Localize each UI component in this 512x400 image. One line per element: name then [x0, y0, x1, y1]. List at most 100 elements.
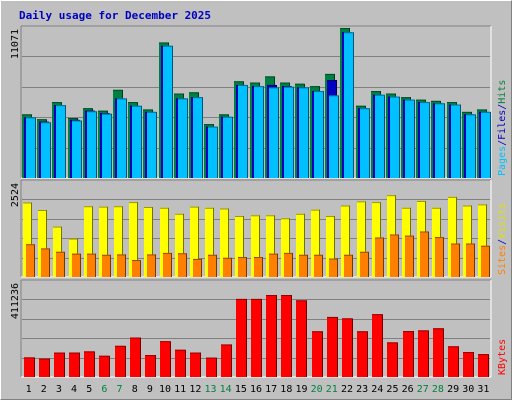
bar-sites-4 — [72, 253, 80, 277]
bar-sites-9 — [147, 254, 155, 277]
bar-kbytes-31 — [478, 354, 488, 377]
x-tick-label: 24 — [371, 384, 383, 395]
bar-pages-1 — [26, 117, 35, 178]
bar-pages-5 — [87, 111, 96, 178]
x-tick-label: 23 — [356, 384, 368, 395]
bar-kbytes-30 — [463, 352, 473, 377]
bar-pages-16 — [254, 86, 263, 178]
bar-visits-13 — [205, 207, 213, 277]
x-tick-label: 21 — [326, 384, 338, 395]
x-tick-label: 20 — [311, 384, 323, 395]
bar-sites-11 — [178, 253, 186, 277]
bar-sites-18 — [284, 252, 292, 277]
bar-visits-23 — [357, 201, 365, 277]
bar-sites-27 — [420, 231, 428, 277]
bar-visits-9 — [144, 206, 152, 277]
bar-pages-11 — [178, 98, 187, 178]
ymax-label-kbytes: 411236 — [10, 283, 21, 319]
legend-hits-files-pages: Pages/Files/Hits — [497, 80, 508, 176]
bar-visits-7 — [114, 206, 122, 277]
bar-visits-18 — [281, 218, 289, 277]
bar-sites-21 — [329, 258, 337, 277]
bar-sites-31 — [481, 245, 489, 277]
bar-kbytes-5 — [84, 351, 94, 377]
bar-sites-15 — [238, 257, 246, 277]
bar-visits-6 — [99, 206, 107, 277]
x-tick-label: 7 — [117, 384, 123, 395]
bar-kbytes-1 — [24, 357, 34, 377]
bar-visits-14 — [220, 208, 228, 277]
bar-pages-26 — [405, 99, 414, 178]
bar-pages-21 — [329, 95, 338, 178]
bar-kbytes-14 — [221, 344, 231, 377]
bar-sites-6 — [102, 254, 110, 277]
x-tick-label: 25 — [386, 384, 398, 395]
legend-item: Hits — [497, 80, 508, 104]
x-tick-label: 31 — [477, 384, 489, 395]
bar-sites-13 — [208, 254, 216, 277]
bar-pages-23 — [360, 108, 369, 178]
bar-sites-29 — [451, 243, 459, 277]
bar-pages-25 — [390, 96, 399, 178]
bar-sites-16 — [254, 257, 262, 277]
bar-kbytes-11 — [175, 349, 185, 377]
legend-item: / — [497, 104, 508, 110]
x-tick-label: 28 — [432, 384, 444, 395]
bar-visits-29 — [448, 196, 456, 277]
x-tick-label: 29 — [447, 384, 459, 395]
x-tick-label: 22 — [341, 384, 353, 395]
x-tick-label: 3 — [56, 384, 62, 395]
bar-pages-2 — [41, 122, 50, 178]
bar-pages-8 — [132, 105, 141, 178]
bar-pages-18 — [284, 86, 293, 178]
x-tick-label: 12 — [189, 384, 201, 395]
bar-kbytes-25 — [387, 342, 397, 377]
x-tick-label: 19 — [295, 384, 307, 395]
x-tick-label: 1 — [26, 384, 32, 395]
bar-kbytes-23 — [357, 331, 367, 377]
bar-visits-10 — [160, 207, 168, 277]
bar-pages-19 — [299, 87, 308, 178]
x-tick-label: 11 — [174, 384, 186, 395]
legend-item: Visits — [497, 203, 508, 239]
bar-kbytes-26 — [403, 331, 413, 377]
ymax-label-visits-sites: 2524 — [10, 183, 21, 207]
bar-pages-28 — [435, 103, 444, 178]
bar-pages-13 — [208, 126, 217, 178]
bar-visits-16 — [251, 215, 259, 277]
legend-item: Sites — [497, 245, 508, 275]
bar-visits-2 — [38, 210, 46, 277]
bar-kbytes-28 — [433, 328, 443, 377]
legend-item: Files — [497, 110, 508, 140]
x-tick-label: 26 — [402, 384, 414, 395]
bar-pages-7 — [117, 98, 126, 178]
x-tick-label: 30 — [462, 384, 474, 395]
bar-pages-15 — [238, 84, 247, 178]
bar-pages-22 — [344, 32, 353, 179]
bar-sites-8 — [132, 260, 140, 277]
x-tick-label: 17 — [265, 384, 277, 395]
bar-kbytes-21 — [327, 316, 337, 377]
x-tick-label: 18 — [280, 384, 292, 395]
bar-kbytes-3 — [54, 352, 64, 377]
bar-visits-21 — [326, 216, 334, 277]
bar-pages-30 — [466, 114, 475, 178]
bar-kbytes-7 — [115, 345, 125, 377]
bar-sites-7 — [117, 254, 125, 277]
bar-visits-30 — [463, 205, 471, 277]
bar-sites-12 — [193, 258, 201, 277]
bar-pages-14 — [223, 116, 232, 178]
bar-pages-29 — [451, 104, 460, 178]
bar-kbytes-2 — [39, 358, 49, 377]
bar-kbytes-17 — [266, 294, 276, 377]
bar-visits-11 — [175, 213, 183, 277]
x-tick-label: 2 — [41, 384, 47, 395]
bar-pages-9 — [147, 111, 156, 178]
bar-sites-28 — [435, 237, 443, 277]
x-tick-label: 10 — [159, 384, 171, 395]
bar-pages-31 — [481, 111, 490, 178]
legend-item: / — [497, 239, 508, 245]
bar-pages-3 — [56, 105, 65, 178]
x-tick-label: 13 — [204, 384, 216, 395]
